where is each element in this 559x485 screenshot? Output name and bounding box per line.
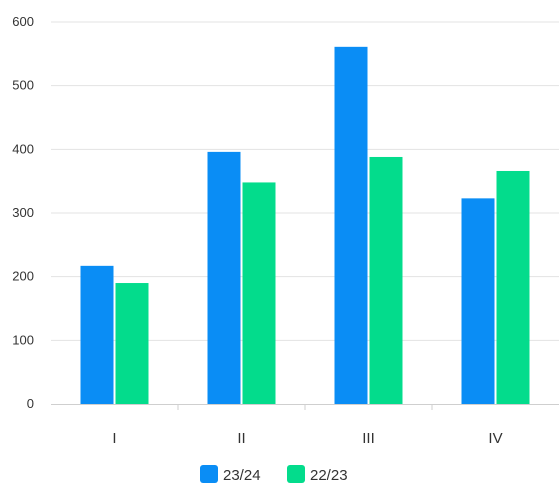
y-tick-label: 600: [12, 14, 34, 29]
bar-23-24-I: [80, 265, 114, 404]
legend-swatch: [287, 465, 305, 483]
x-axis: I II III IV: [51, 404, 559, 447]
bar-23-24-III: [334, 46, 368, 405]
bar-23-24-IV: [461, 198, 495, 404]
legend-label: 23/24: [223, 467, 261, 484]
legend-item-23-24[interactable]: 23/24: [200, 465, 261, 484]
bar-22-23-II: [242, 182, 276, 404]
legend-label: 22/23: [310, 467, 348, 484]
bar-23-24-II: [207, 151, 241, 404]
x-tick-label: III: [362, 430, 375, 447]
y-axis: 0 100 200 300 400 500 600: [12, 14, 34, 411]
bars: [80, 46, 530, 405]
y-tick-label: 400: [12, 141, 34, 156]
y-tick-label: 500: [12, 78, 34, 93]
y-tick-label: 100: [12, 332, 34, 347]
legend[interactable]: 23/24 22/23: [200, 465, 348, 484]
bar-22-23-III: [369, 156, 403, 404]
y-tick-label: 200: [12, 269, 34, 284]
y-tick-label: 300: [12, 205, 34, 220]
legend-item-22-23[interactable]: 22/23: [287, 465, 348, 484]
legend-swatch: [200, 465, 218, 483]
bar-22-23-I: [115, 283, 149, 404]
y-tick-label: 0: [27, 396, 34, 411]
x-tick-label: IV: [488, 430, 502, 447]
x-tick-label: I: [112, 430, 116, 447]
x-tick-label: II: [237, 430, 245, 447]
bar-22-23-IV: [496, 170, 530, 404]
